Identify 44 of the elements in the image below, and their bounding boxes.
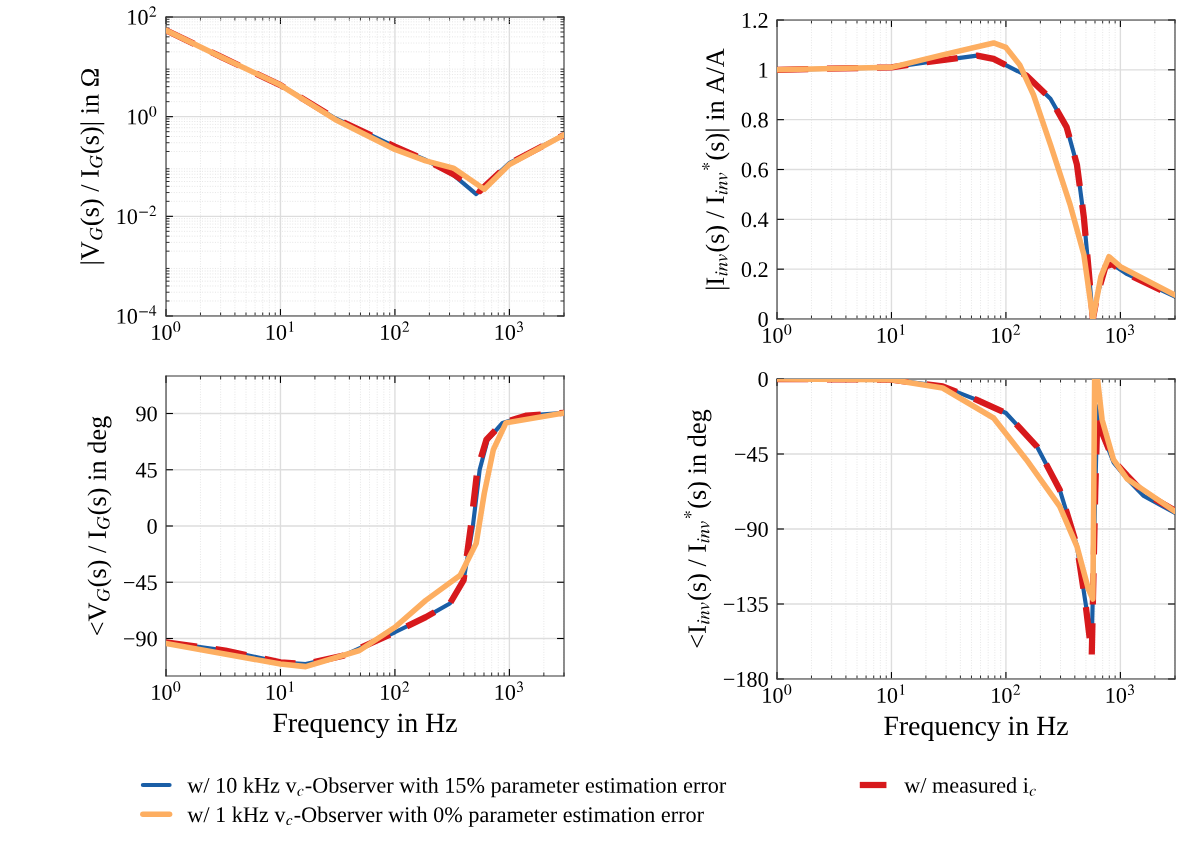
y-tick-label: 0.2 xyxy=(741,262,768,278)
x-tick-label: 10$^{3}$ xyxy=(1106,324,1134,343)
y-tick-label: 10$^{0}$ xyxy=(128,105,157,125)
y-tick-label: 10$^{−4}$ xyxy=(117,305,157,324)
y-axis-title: |I$_{inv}$(s) / I$_{inv}$$^{*}$(s)| in A/A xyxy=(702,48,730,289)
y-tick-label: −90 xyxy=(124,631,157,647)
y-tick-label: 10$^{2}$ xyxy=(128,6,157,25)
legend-label: w/ 1 kHz v$_{c}$-Observer with 0% parameter estimation error xyxy=(187,806,704,827)
x-tick-label: 10$^{0}$ xyxy=(152,681,181,700)
y-tick-label: 0.4 xyxy=(741,212,769,228)
x-tick-label: 10$^{3}$ xyxy=(495,681,523,700)
x-tick-label: 10$^{2}$ xyxy=(381,321,410,340)
y-tick-label: 0.8 xyxy=(741,112,768,128)
y-tick-label: 90 xyxy=(136,406,157,422)
y-tick-label: −90 xyxy=(735,521,768,537)
y-tick-label: −45 xyxy=(735,447,768,462)
y-tick-label: −135 xyxy=(723,596,768,612)
x-axis-title: Frequency in Hz xyxy=(273,713,457,739)
y-axis-title: <I$_{inv}$(s) / I$_{inv}$$^{*}$(s) in deg xyxy=(683,409,712,648)
y-tick-label: −180 xyxy=(723,671,768,687)
x-tick-label: 10$^{3}$ xyxy=(495,321,523,340)
y-tick-label: 10$^{−2}$ xyxy=(117,205,157,225)
y-tick-label: 1 xyxy=(759,62,768,78)
x-tick-label: 10$^{2}$ xyxy=(992,324,1021,343)
x-tick-label: 10$^{3}$ xyxy=(1106,684,1134,703)
y-tick-label: 1.2 xyxy=(742,12,768,29)
y-tick-label: 45 xyxy=(135,462,157,478)
y-tick-label: 0 xyxy=(758,371,768,387)
y-tick-label: 0 xyxy=(758,311,768,327)
y-tick-label: 0 xyxy=(147,518,157,534)
y-tick-label: 0.6 xyxy=(741,162,768,178)
legend-label: w/ 10 kHz v$_{c}$-Observer with 15% parameter estimation error xyxy=(187,777,727,798)
x-tick-label: 10$^{2}$ xyxy=(992,684,1021,703)
x-tick-label: 10$^{0}$ xyxy=(152,321,181,340)
x-tick-label: 10$^{1}$ xyxy=(266,681,294,700)
y-tick-label: −45 xyxy=(124,575,157,591)
x-axis-title: Frequency in Hz xyxy=(884,716,1068,742)
x-tick-label: 10$^{1}$ xyxy=(266,321,294,340)
y-axis-title: |V$_{G}$(s) / I$_{G}$(s)| in Ω xyxy=(80,69,105,264)
x-tick-label: 10$^{1}$ xyxy=(877,684,905,703)
x-tick-label: 10$^{2}$ xyxy=(381,681,410,700)
x-tick-label: 10$^{1}$ xyxy=(877,324,905,343)
y-axis-title: <V$_{G}$(s) / I$_{G}$(s) in deg xyxy=(87,416,112,635)
legend-label: w/ measured i$_{c}$ xyxy=(904,777,1036,796)
